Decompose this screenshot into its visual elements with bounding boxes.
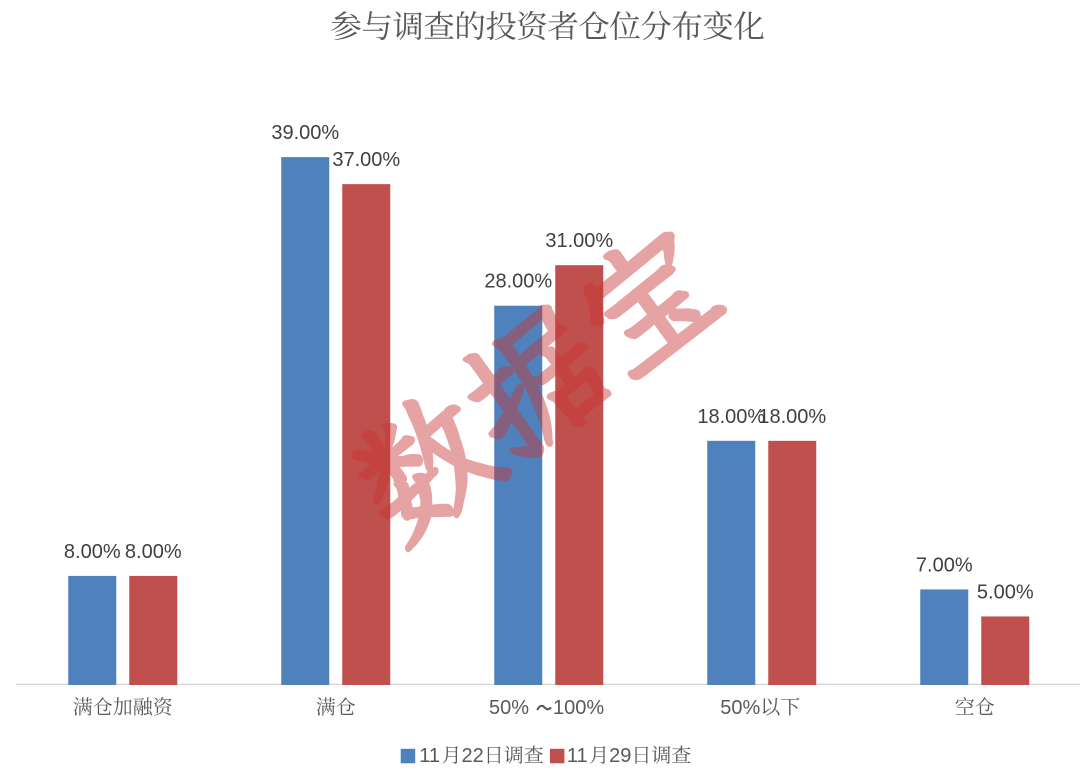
- svg-text:8.00%: 8.00%: [64, 541, 121, 563]
- svg-text:11: 11: [567, 745, 588, 767]
- svg-text:18.00%: 18.00%: [697, 406, 765, 428]
- svg-text:28.00%: 28.00%: [484, 271, 552, 293]
- svg-text:39.00%: 39.00%: [271, 122, 339, 144]
- svg-text:37.00%: 37.00%: [332, 149, 400, 171]
- svg-text:29: 29: [609, 745, 631, 767]
- svg-text:31.00%: 31.00%: [545, 230, 613, 252]
- svg-text:50%: 50%: [720, 697, 760, 719]
- svg-text:5.00%: 5.00%: [977, 581, 1034, 603]
- svg-text:11: 11: [419, 745, 440, 767]
- svg-text:7.00%: 7.00%: [916, 554, 973, 576]
- svg-text:100%: 100%: [553, 697, 604, 719]
- svg-text:18.00%: 18.00%: [758, 406, 826, 428]
- svg-text:50%: 50%: [489, 697, 529, 719]
- svg-text:22: 22: [462, 745, 484, 767]
- svg-text:8.00%: 8.00%: [125, 541, 182, 563]
